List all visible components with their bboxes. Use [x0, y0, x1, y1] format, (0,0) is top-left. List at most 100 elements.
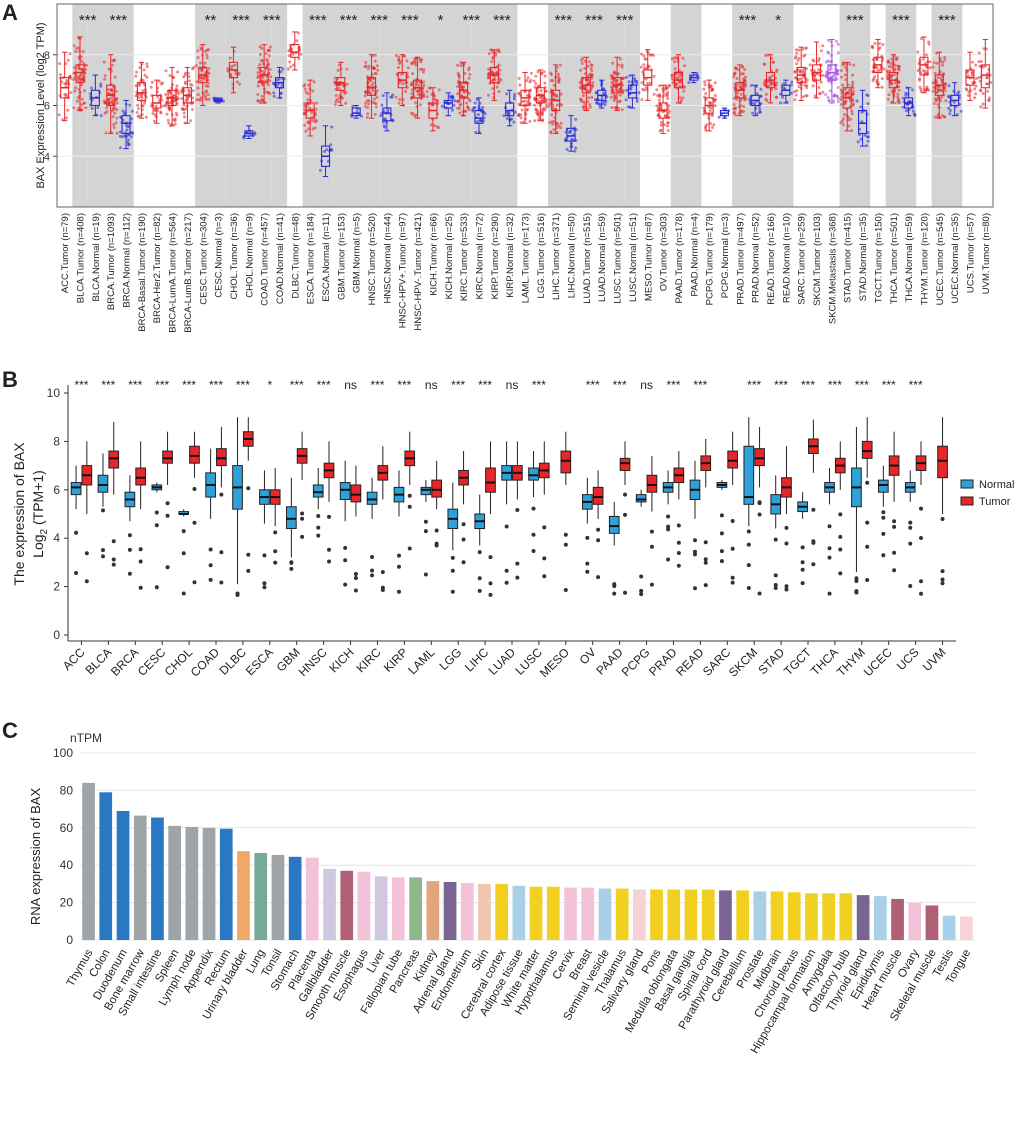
point-lgg-tumor-n-516 [543, 74, 547, 78]
point-ov-tumor-n-303 [659, 123, 663, 127]
point-ov-tumor-n-303 [666, 124, 670, 128]
point-hnsc-tumor-n-520 [366, 112, 370, 116]
point-kirp-normal-n-32 [505, 92, 509, 96]
point-hnsc-hpv-tumor-n-421 [410, 92, 414, 96]
point-lgg-tumor-n-516 [532, 79, 536, 83]
point-hnsc-hpv-tumor-n-97 [398, 60, 402, 64]
outlier-tumor-ucec [892, 524, 897, 529]
outlier-tumor-luad [515, 575, 520, 580]
point-luad-normal-n-59 [602, 91, 605, 95]
outliers-normal-laml [423, 519, 428, 577]
point-kich-tumor-n-66 [436, 125, 440, 129]
point-brca-lumb-tumor-n-217 [190, 108, 194, 111]
point-sarc-tumor-n-259 [801, 71, 805, 75]
outlier-tumor-thym [865, 480, 870, 485]
point-lihc-tumor-n-371 [550, 113, 554, 117]
point-kirp-tumor-n-290 [492, 78, 496, 81]
significance-kirc: *** [370, 378, 384, 392]
point-brca-tumor-n-1093 [113, 111, 117, 115]
point-hnsc-tumor-n-520 [365, 115, 369, 119]
point-chol-tumor-n-36 [229, 66, 233, 70]
point-prad-tumor-n-497 [733, 107, 737, 111]
point-lusc-normal-n-51 [635, 99, 639, 103]
significance-ucs: *** [909, 378, 923, 392]
outlier-normal-stad [773, 586, 778, 590]
point-blca-normal-n-19 [90, 86, 94, 90]
point-lusc-normal-n-51 [625, 75, 628, 79]
point-kirc-tumor-n-533 [467, 66, 471, 70]
outlier-normal-chol [181, 529, 186, 534]
outlier-normal-ucec [881, 553, 886, 558]
x-tick-label-lusc-normal-n-51: LUSC.Normal (n=51) [628, 213, 639, 302]
point-coad-tumor-n-457 [266, 49, 270, 53]
y-tick-label-c-60: 60 [60, 821, 74, 835]
point-esca-normal-n-11 [318, 168, 322, 172]
outlier-normal-read [692, 586, 697, 591]
outlier-normal-prad [666, 527, 671, 532]
point-thca-tumor-n-501 [896, 64, 900, 68]
point-ov-tumor-n-303 [667, 112, 670, 116]
outlier-tumor-thca [838, 547, 843, 552]
point-acc-tumor-n-79 [68, 52, 72, 55]
significance-lusc-tumor-n-501: *** [616, 12, 634, 29]
point-kirp-normal-n-32 [512, 120, 516, 124]
outlier-tumor-gbm [300, 511, 305, 516]
point-stad-tumor-n-415 [848, 62, 852, 66]
point-hnsc-hpv-tumor-n-421 [417, 84, 421, 87]
outlier-normal-esca [262, 553, 267, 558]
point-stad-tumor-n-415 [850, 109, 854, 113]
point-blca-tumor-n-408 [73, 89, 77, 93]
point-cesc-tumor-n-304 [196, 56, 200, 60]
point-lihc-tumor-n-371 [559, 121, 563, 125]
outlier-tumor-read [703, 557, 708, 562]
point-pcpg-tumor-n-179 [712, 123, 716, 127]
box-tumor-meso [560, 450, 572, 474]
outlier-tumor-meso [563, 532, 568, 537]
point-ov-tumor-n-303 [666, 97, 670, 101]
point-lusc-tumor-n-501 [611, 61, 615, 65]
bar-adrenal-gland [443, 882, 457, 940]
point-gbm-tumor-n-153 [333, 76, 337, 80]
outlier-normal-dlbc [235, 593, 240, 597]
outlier-tumor-pcpg [649, 529, 654, 534]
point-pcpg-normal-n-3 [717, 115, 721, 119]
point-esca-tumor-n-184 [307, 127, 311, 131]
point-read-normal-n-10 [790, 80, 794, 84]
significance-gbm: *** [290, 378, 304, 392]
points-esca-normal-n-11 [318, 125, 334, 172]
box-gbm-normal-n-5 [351, 107, 361, 117]
outlier-normal-gbm [289, 566, 294, 571]
y-tick-label-c-0: 0 [66, 933, 73, 947]
point-esca-tumor-n-184 [303, 102, 306, 106]
point-blca-tumor-n-408 [76, 78, 80, 82]
point-laml-tumor-n-173 [526, 99, 530, 103]
outlier-tumor-esca [273, 560, 278, 565]
point-prad-tumor-n-497 [743, 79, 746, 83]
x-tick-label-b-uvm: UVM [920, 645, 949, 674]
outliers-tumor-ucs [919, 506, 924, 596]
point-gbm-tumor-n-153 [343, 91, 347, 95]
point-cesc-tumor-n-304 [206, 85, 210, 88]
point-read-tumor-n-166 [775, 81, 779, 85]
point-coad-tumor-n-457 [256, 84, 260, 88]
outlier-normal-kich [343, 558, 348, 563]
point-skcm-tumor-n-103 [808, 63, 812, 67]
x-tick-label-ov-tumor-n-303: OV.Tumor (n=303) [659, 213, 670, 291]
point-stad-tumor-n-415 [847, 92, 851, 95]
outliers-normal-thca [827, 524, 832, 596]
outlier-tumor-thca [838, 512, 843, 517]
point-thca-tumor-n-501 [896, 92, 900, 96]
outlier-normal-pcpg [639, 574, 644, 579]
point-brca-tumor-n-1093 [107, 101, 111, 105]
point-coad-normal-n-41 [272, 91, 276, 95]
point-brca-her2-tumor-n-82 [159, 110, 163, 114]
point-stad-tumor-n-415 [848, 88, 852, 92]
outlier-tumor-thca [838, 534, 843, 539]
point-dlbc-tumor-n-48 [292, 63, 295, 67]
point-kich-tumor-n-66 [429, 123, 433, 127]
x-tick-label-blca-tumor-n-408: BLCA.Tumor (n=408) [76, 213, 87, 303]
outlier-tumor-lusc [542, 556, 547, 561]
outlier-tumor-meso [563, 542, 568, 547]
point-brca-lumb-tumor-n-217 [180, 88, 184, 92]
point-stad-tumor-n-415 [844, 87, 847, 91]
